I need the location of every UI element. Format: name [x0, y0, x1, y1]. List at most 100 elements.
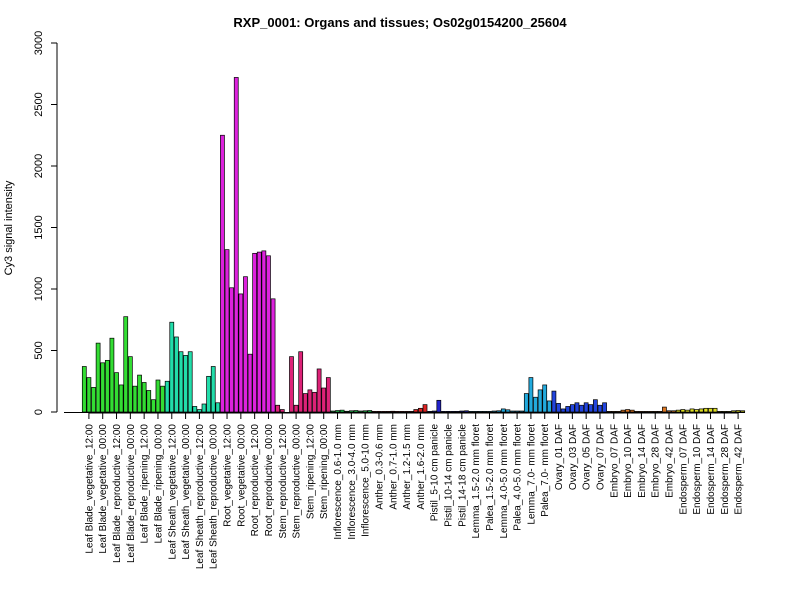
bar [593, 399, 598, 413]
x-tick-label: Leaf Blade_ripening_00:00 [153, 424, 164, 544]
bar [100, 362, 106, 413]
x-tick-label: Ovary_01 DAF [554, 424, 565, 490]
bars-group [81, 77, 746, 413]
x-tick-label: Embryo_10 DAF [623, 424, 634, 498]
x-tick-label: Leaf Sheath_reproductive_12:00 [195, 424, 206, 570]
bar [141, 382, 147, 413]
bar [169, 321, 175, 413]
bar [740, 410, 746, 413]
bar [496, 410, 502, 413]
bar [146, 390, 152, 413]
bar [114, 372, 119, 413]
bar [698, 408, 704, 413]
y-tick-label: 1000 [33, 277, 45, 301]
bar [252, 252, 257, 413]
bar [556, 403, 561, 413]
bar [123, 316, 129, 413]
x-tick-label: Anther_0.7-1.0 mm [388, 424, 399, 510]
bar [174, 336, 179, 413]
x-tick-label: Inflorescence_0.6-1.0 mm [333, 424, 344, 540]
bar [302, 393, 308, 413]
bar [256, 251, 262, 413]
bar [339, 409, 345, 413]
bar [266, 255, 271, 413]
x-tick-label: Ovary_07 DAF [595, 424, 606, 490]
bar [579, 404, 584, 413]
bar [528, 377, 534, 413]
bar [491, 410, 497, 413]
bar [270, 298, 276, 413]
bar [560, 408, 566, 413]
x-tick-label: Leaf Blade_vegetative_00:00 [98, 424, 109, 554]
bar [675, 409, 681, 413]
bar [546, 400, 552, 413]
bar [160, 385, 165, 413]
y-tick-label: 500 [33, 341, 45, 359]
bar [694, 409, 700, 413]
x-tick-label: Leaf Blade_vegetative_12:00 [84, 424, 95, 554]
x-tick-label: Palea_7.0- mm floret [540, 424, 551, 517]
bar [436, 399, 442, 413]
bar [275, 404, 281, 413]
y-tick-label: 2500 [33, 92, 45, 116]
x-tick-label: Leaf Blade_reproductive_00:00 [126, 424, 137, 563]
bar [325, 377, 331, 413]
bar [187, 351, 193, 413]
bar [574, 402, 580, 413]
bar [583, 402, 589, 413]
bar [81, 366, 87, 413]
bar [298, 351, 304, 413]
x-tick-label: Palea_1.5-2.0 mm floret [485, 424, 496, 531]
bar [519, 410, 525, 413]
bar [500, 408, 506, 413]
bar [279, 409, 285, 413]
bar [321, 387, 327, 413]
bar [390, 410, 396, 413]
bar [151, 399, 156, 413]
bar [348, 410, 354, 413]
bar [662, 406, 667, 413]
bar [565, 406, 571, 413]
x-tick-label: Stem_ripening_12:00 [305, 424, 316, 520]
x-tick-label: Inflorescence_3.0-4.0 mm [347, 424, 358, 540]
y-tick-label: 2000 [33, 154, 45, 178]
bar [155, 379, 161, 413]
bar [551, 390, 557, 413]
bar [192, 406, 198, 413]
bar [685, 409, 690, 413]
x-tick-label: Lemma_7.0- mm floret [526, 424, 537, 525]
y-tick-label: 0 [33, 409, 45, 415]
y-tick-label: 3000 [33, 31, 45, 55]
x-tick-label: Leaf Sheath_vegetative_12:00 [167, 424, 178, 560]
x-tick-label: Pistil_10-14 cm panicle [444, 424, 455, 527]
bar [132, 385, 138, 413]
bar [316, 368, 322, 413]
x-tick-label: Leaf Blade_ripening_12:00 [140, 424, 151, 544]
bar [293, 404, 299, 413]
bar [206, 375, 211, 413]
bar [731, 410, 736, 413]
bar [197, 409, 202, 413]
y-axis: 0 500 1000 1500 2000 2500 3000 [33, 31, 58, 415]
bar [201, 403, 207, 413]
bar [178, 351, 184, 413]
x-tick-label: Ovary_05 DAF [582, 424, 593, 490]
bar [459, 410, 465, 413]
bar [418, 407, 423, 413]
bar [335, 410, 340, 413]
x-tick-label: Embryo_14 DAF [637, 424, 648, 498]
bar [510, 410, 515, 413]
bar [118, 384, 124, 413]
x-tick-label: Root_reproductive_12:00 [250, 424, 261, 537]
bar [307, 389, 313, 413]
x-tick-label: Pistil_5-10 cm panicle [430, 424, 441, 522]
x-tick-label: Endosperm_14 DAF [706, 424, 717, 515]
bar [330, 410, 336, 413]
bar [680, 409, 686, 413]
x-tick-label: Leaf Blade_reproductive_12:00 [112, 424, 123, 563]
x-tick-label: Lemma_1.5-2.0 mm floret [471, 424, 482, 539]
x-tick-label: Palea_4.0-5.0 mm floret [513, 424, 524, 531]
bar [312, 391, 317, 413]
y-axis-label: Cy3 signal intensity [3, 180, 15, 275]
bar [362, 410, 368, 413]
